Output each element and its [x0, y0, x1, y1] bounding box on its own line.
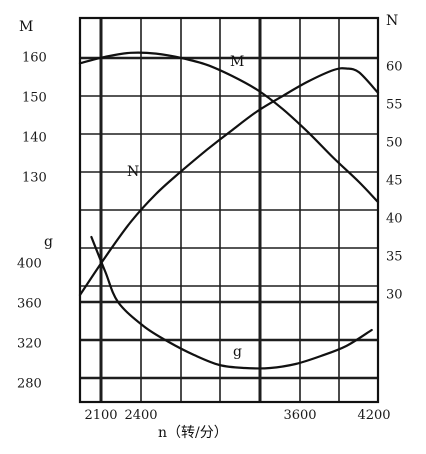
tick-label-x: 4200	[357, 408, 390, 423]
curve-label-M: M	[230, 54, 244, 70]
chart-curves	[78, 51, 380, 370]
tick-label-M: 140	[22, 131, 47, 146]
plot-frame	[78, 16, 380, 404]
chart-tick-labels: 130 140 150 160 280 320 360 400 30 35 40 45 50 55 60 21…	[17, 51, 403, 424]
tick-label-x: 2100	[84, 408, 117, 423]
tick-label-M: 150	[22, 91, 47, 106]
tick-label-N: 35	[386, 250, 403, 265]
chart-grid	[80, 18, 378, 402]
tick-label-g: 400	[17, 257, 42, 272]
x-axis-title: n（转/分）	[158, 425, 228, 441]
curve-g	[90, 235, 373, 370]
tick-label-g: 280	[17, 377, 42, 392]
tick-label-N: 55	[386, 98, 403, 113]
chart-frame	[78, 16, 380, 404]
axis-title-M: M	[19, 19, 33, 35]
tick-label-x: 3600	[283, 408, 316, 423]
tick-label-N: 40	[386, 212, 403, 227]
tick-label-g: 360	[17, 297, 42, 312]
tick-label-N: 45	[386, 174, 403, 189]
tick-label-x: 2400	[124, 408, 157, 423]
curve-label-g: g	[233, 344, 242, 360]
axis-title-N: N	[386, 13, 398, 29]
curve-M	[78, 51, 380, 204]
tick-label-N: 50	[386, 136, 403, 151]
tick-label-M: 130	[22, 171, 47, 186]
tick-label-N: 60	[386, 60, 403, 75]
tick-label-g: 320	[17, 337, 42, 352]
tick-label-M: 160	[22, 51, 47, 66]
chart-labels: M g N n（转/分） M N g	[19, 13, 398, 441]
curve-N	[78, 67, 380, 297]
tick-label-N: 30	[386, 288, 403, 303]
curve-label-N: N	[127, 164, 139, 180]
axis-title-g: g	[44, 234, 53, 250]
